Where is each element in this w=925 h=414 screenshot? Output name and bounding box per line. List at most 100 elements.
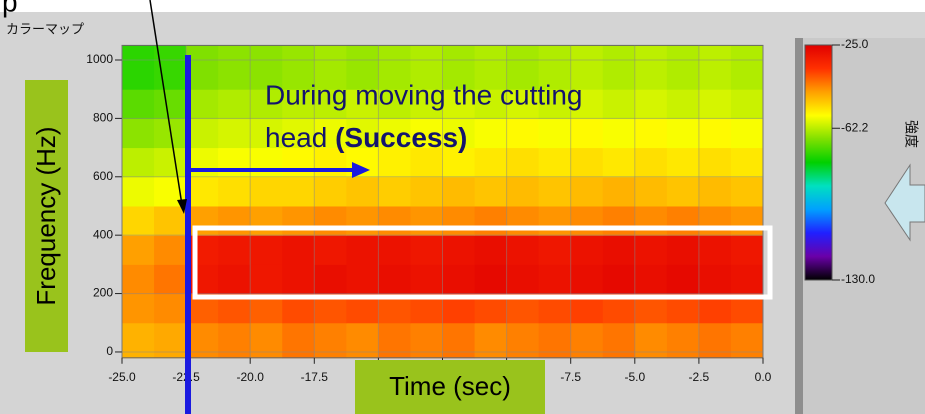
heatmap-cell [570,205,604,236]
heatmap-cell [538,89,572,119]
x-tick-label: -5.0 [624,370,645,384]
heatmap-cell [730,147,764,178]
pointer-line [149,0,183,206]
heatmap-cell [410,176,443,207]
heatmap-cell [186,45,219,90]
heatmap-cell [538,264,572,295]
heatmap-cell [506,147,540,178]
heatmap-cell [730,235,764,265]
heatmap-cell [346,322,379,359]
heatmap-cell [410,45,443,90]
divider [795,38,803,414]
heatmap-cell [634,235,668,265]
y-tick-label: 800 [93,111,113,125]
heatmap-cell [250,45,283,90]
heatmap-cell [634,264,668,295]
heatmap-cell [602,205,636,236]
heatmap-cell [666,45,700,90]
heatmap-cell [250,176,283,207]
heatmap-cell [570,235,604,265]
heatmap-cell [570,45,604,90]
heatmap-cell [538,118,572,149]
heatmap-cell [314,89,347,119]
heatmap-cell [186,176,219,207]
heatmap-cell [378,45,411,90]
heatmap-cell [154,205,187,236]
heatmap-cell [346,89,379,119]
heatmap-cell [442,235,476,265]
heatmap-cell [634,205,668,236]
heatmap-cell [634,147,668,178]
heatmap-cell [602,176,636,207]
heatmap-cell [666,176,700,207]
y-tick-label: 200 [93,286,113,300]
heatmap-cell [378,89,411,119]
highlight-box [192,225,773,300]
x-tick-label: -25.0 [108,370,136,384]
heatmap-cell [698,118,732,149]
heatmap-cell [122,322,155,359]
heatmap-cell [442,176,476,207]
heatmap-cell [474,235,508,265]
heatmap-cell [346,235,379,265]
heatmap-cell [634,176,668,207]
heatmap-cell [730,89,764,119]
heatmap-cell [186,205,219,236]
heatmap-cell [506,322,540,359]
heatmap-cell [602,118,636,149]
heatmap-cell [250,118,283,149]
heatmap-cell [314,205,347,236]
y-tick-label: 1000 [86,52,113,66]
heatmap-cell [634,118,668,149]
heatmap-cell [538,235,572,265]
colorbar-tick-label: -130.0 [841,272,875,286]
heatmap-cell [474,45,508,90]
heatmap-cell [346,176,379,207]
heatmap-cell [474,322,508,359]
heatmap-cell [410,264,443,295]
x-axis-label: Time (sec) [389,371,511,401]
heatmap-cell [218,89,251,119]
heatmap-cell [506,235,540,265]
x-tick-label: -17.5 [301,370,329,384]
heatmap-cell [154,293,187,324]
heatmap-cell [122,89,155,119]
heatmap-cell [346,45,379,90]
heatmap-cell [666,205,700,236]
heatmap-cell [634,45,668,90]
heatmap-cell [570,264,604,295]
heatmap-cell [282,205,315,236]
heatmap-cell [698,147,732,178]
colorbar-tick-label: -25.0 [841,37,869,51]
heatmap-cell [666,147,700,178]
heatmap-cell [666,118,700,149]
heatmap-cell [314,235,347,265]
panel-title: カラーマップ [6,21,84,36]
heatmap-cell [506,264,540,295]
heatmap-cell [666,89,700,119]
pointer-head [177,199,187,214]
heatmap-cell [602,322,636,359]
heatmap-cell [218,176,251,207]
heatmap-cell [250,264,283,295]
annotation: During moving the cutting [265,79,583,110]
heatmap-cell [442,45,476,90]
heatmap-cell [122,264,155,295]
annotation-text: head [265,122,327,153]
heatmap-cell [442,205,476,236]
x-tick-label: 0.0 [755,370,772,384]
heatmap-cell [410,235,443,265]
heatmap-cell [570,176,604,207]
callout-arrow [884,163,925,242]
heatmap-cell [314,118,347,149]
y-tick-label: 0 [106,344,113,358]
heatmap-cell [602,264,636,295]
arrow-head [352,162,370,178]
heatmap-cell [410,147,443,178]
heatmap-cell [474,118,508,149]
heatmap-cell [154,235,187,265]
heatmap-cell [122,293,155,324]
heatmap-cell [218,264,251,295]
heatmap-cell [186,89,219,119]
